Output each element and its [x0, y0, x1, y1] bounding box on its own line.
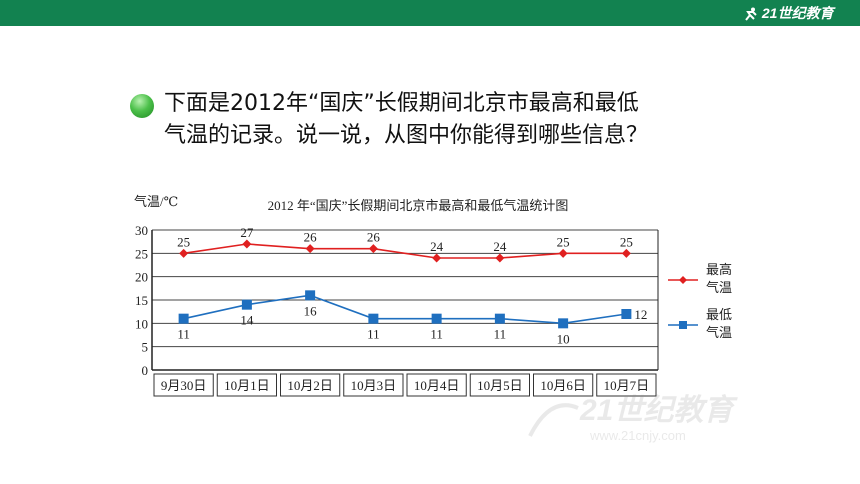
low-temp-data-label: 11 [430, 327, 443, 342]
watermark-swoosh-icon [528, 403, 579, 437]
high-temp-point [242, 239, 252, 249]
high-temp-data-label: 25 [557, 234, 570, 249]
x-tick-label: 10月3日 [351, 378, 397, 393]
low-temp-data-label: 11 [177, 327, 190, 342]
x-tick-label: 10月6日 [540, 378, 586, 393]
low-temp-data-label: 16 [304, 303, 318, 318]
y-tick-label: 0 [142, 363, 149, 378]
temperature-line-chart: 2012 年“国庆”长假期间北京市最高和最低气温统计图 气温/℃ 0 5 10 15 20 2… [134, 194, 732, 397]
low-temp-point [178, 313, 189, 324]
x-category-box [216, 373, 277, 397]
y-axis-label: 气温/℃ [134, 194, 178, 209]
legend-marker-square [679, 321, 687, 329]
y-tick-label: 5 [142, 340, 149, 355]
low-temp-data-label: 11 [494, 327, 507, 342]
green-sphere-bullet-icon [130, 94, 154, 118]
y-tick-label: 10 [135, 316, 148, 331]
legend-label-line2: 气温 [706, 280, 732, 295]
legend-label-line1: 最高 [706, 262, 732, 277]
chart-title: 2012 年“国庆”长假期间北京市最高和最低气温统计图 [268, 198, 569, 213]
high-temp-point [305, 244, 315, 254]
high-temp-data-label: 27 [240, 225, 254, 240]
low-temp-data-label: 12 [634, 307, 647, 322]
watermark-subtext: www.21cnjy.com [589, 428, 686, 443]
legend-marker-diamond [679, 276, 687, 284]
x-category-box [406, 373, 467, 397]
low-temp-data-label: 11 [367, 327, 380, 342]
low-temp-data-label: 14 [240, 313, 254, 328]
high-temp-point [558, 248, 568, 258]
top-banner: 21世纪教育 [0, 0, 860, 26]
x-category-box [280, 373, 341, 397]
high-temp-point [368, 244, 378, 254]
legend-label-line2: 气温 [706, 325, 732, 340]
x-tick-label: 10月1日 [224, 378, 270, 393]
x-category-box [153, 373, 214, 397]
x-category-box [343, 373, 404, 397]
low-temp-point [558, 318, 569, 329]
x-category-box [533, 373, 594, 397]
question-text: 下面是2012年“国庆”长假期间北京市最高和最低 气温的记录。说一说，从图中你能… [164, 88, 764, 152]
x-tick-label: 10月7日 [604, 378, 650, 393]
low-temp-data-label: 10 [557, 331, 570, 346]
legend-label-line1: 最低 [706, 307, 732, 322]
low-temp-point [368, 313, 379, 324]
watermark: 21世纪教育 www.21cnjy.com [528, 393, 738, 443]
x-tick-label: 9月30日 [161, 378, 207, 393]
low-temp-point [431, 313, 442, 324]
y-tick-label: 25 [135, 246, 148, 261]
y-tick-label: 30 [135, 223, 148, 238]
low-temp-point [305, 290, 316, 301]
x-tick-label: 10月2日 [287, 378, 333, 393]
high-temp-data-label: 26 [367, 230, 381, 245]
high-temp-data-label: 24 [493, 239, 507, 254]
brand-logo: 21世纪教育 [744, 4, 836, 22]
high-temp-point [495, 253, 505, 263]
high-temp-data-label: 25 [177, 234, 190, 249]
high-temp-data-label: 26 [304, 230, 318, 245]
low-temp-point [621, 309, 632, 319]
x-tick-label: 10月4日 [414, 378, 460, 393]
high-temp-point [179, 248, 189, 258]
y-tick-label: 15 [135, 293, 148, 308]
series-line-low [183, 294, 627, 325]
y-tick-label: 20 [135, 270, 148, 285]
question-line-2: 气温的记录。说一说，从图中你能得到哪些信息？ [164, 123, 649, 148]
high-temp-data-label: 25 [620, 234, 633, 249]
question-line-1: 下面是2012年“国庆”长假期间北京市最高和最低 [164, 91, 639, 116]
low-temp-point [494, 313, 505, 324]
high-temp-point [432, 253, 442, 263]
logo-text: 21世纪教育 [761, 5, 834, 21]
series-line-high [183, 243, 627, 259]
runner-logo-icon [745, 7, 757, 21]
x-tick-label: 10月5日 [477, 378, 523, 393]
high-temp-point [621, 248, 631, 258]
x-category-box [469, 373, 530, 397]
watermark-text: 21世纪教育 [579, 393, 738, 427]
x-category-box [596, 373, 657, 397]
low-temp-point [241, 299, 252, 310]
high-temp-data-label: 24 [430, 239, 444, 254]
